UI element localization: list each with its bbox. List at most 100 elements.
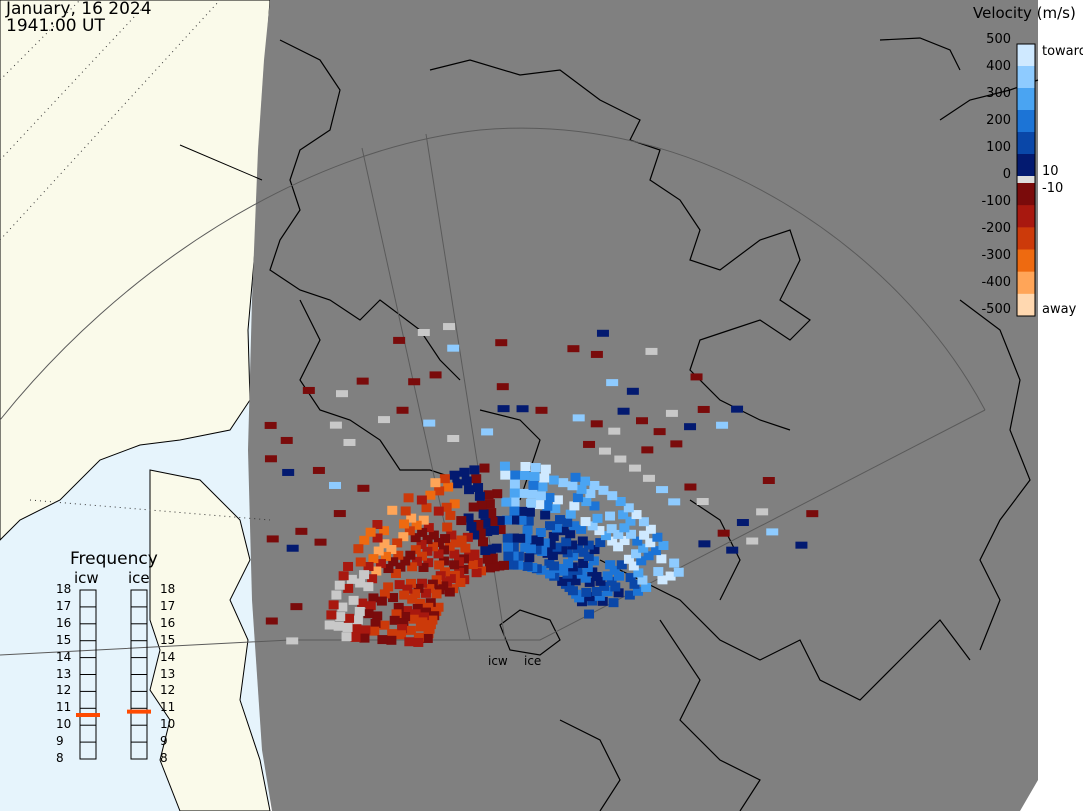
radar-cell	[636, 556, 647, 566]
radar-cell	[569, 521, 580, 531]
radar-cell	[533, 536, 544, 546]
radar-cell	[583, 551, 594, 561]
radar-cell	[387, 505, 398, 515]
toward-color-swatch	[1017, 154, 1035, 177]
radar-cell	[516, 515, 527, 525]
frequency-tick: 15	[160, 632, 176, 647]
radar-cell	[402, 584, 413, 594]
radar-cell	[528, 480, 539, 490]
frequency-tick: 13	[160, 666, 176, 681]
radar-cell	[356, 377, 369, 385]
radar-cell	[443, 482, 454, 492]
radar-cell	[548, 475, 559, 485]
radar-cell	[456, 535, 467, 545]
radar-cell	[383, 564, 394, 574]
radar-cell	[717, 529, 730, 537]
velocity-tick: 400	[986, 59, 1011, 74]
radar-cell	[589, 480, 600, 490]
radar-cell	[360, 625, 371, 635]
radar-cell	[355, 557, 366, 567]
radar-cell	[370, 618, 381, 628]
radar-cell	[544, 559, 555, 569]
radar-cell	[537, 547, 548, 557]
radar-velocity-cells	[264, 323, 819, 647]
radar-cell	[342, 622, 353, 632]
radar-cell	[554, 515, 565, 525]
time-label: 1941:00 UT	[6, 16, 105, 36]
radar-cell	[517, 506, 528, 516]
radar-cell	[518, 488, 529, 498]
radar-cell	[605, 511, 616, 521]
frequency-tick: 16	[160, 615, 176, 630]
frequency-tick: 9	[56, 734, 64, 749]
radar-cell	[637, 575, 648, 585]
radar-cell	[563, 559, 574, 569]
radar-cell	[380, 551, 391, 561]
radar-cell	[509, 515, 520, 525]
radar-cell	[497, 405, 510, 413]
radar-cell	[413, 583, 424, 593]
radar-cell	[473, 483, 484, 493]
radar-cell	[400, 612, 411, 622]
frequency-tick: 14	[160, 649, 176, 664]
radar-cell	[357, 484, 370, 492]
radar-cell	[613, 588, 624, 598]
radar-cell	[576, 484, 587, 494]
frequency-tick: 16	[56, 615, 72, 630]
radar-cell	[410, 545, 421, 555]
radar-cell	[580, 517, 591, 527]
radar-cell	[684, 483, 697, 491]
radar-cell	[372, 611, 383, 621]
radar-cell	[265, 617, 278, 625]
radar-cell	[458, 554, 469, 564]
radar-cell	[607, 491, 618, 501]
radar-cell	[580, 476, 591, 486]
radar-cell	[444, 541, 455, 551]
radar-cell	[464, 485, 475, 495]
radar-cell	[446, 530, 457, 540]
radar-cell	[393, 602, 404, 612]
radar-cell	[602, 571, 613, 581]
radar-cell	[351, 624, 362, 634]
radar-cell	[280, 436, 293, 444]
velocity-zero-band	[1017, 176, 1035, 183]
radar-cell	[264, 421, 277, 429]
radar-cell	[433, 549, 444, 559]
radar-cell	[534, 500, 545, 510]
radar-cell	[359, 535, 370, 545]
radar-cell	[736, 519, 749, 527]
radar-cell	[459, 467, 470, 477]
frequency-tick: 18	[160, 582, 176, 596]
radar-cell	[400, 506, 411, 516]
radar-cell	[583, 440, 596, 448]
radar-cell	[333, 621, 344, 631]
radar-cell	[619, 523, 630, 533]
radar-cell	[762, 477, 775, 485]
radar-cell	[542, 501, 553, 511]
radar-cell	[295, 527, 308, 535]
frequency-tick: 13	[56, 666, 72, 681]
radar-cell	[587, 521, 598, 531]
radar-cell	[589, 545, 600, 555]
radar-cell	[398, 519, 409, 529]
radar-cell	[377, 635, 388, 645]
radar-cell	[434, 486, 445, 496]
radar-cell	[594, 526, 605, 536]
radar-cell	[388, 593, 399, 603]
radar-cell	[478, 509, 489, 519]
radar-cell	[562, 548, 573, 558]
velocity-inner-tick-negative: -10	[1042, 181, 1064, 196]
radar-cell	[626, 529, 637, 539]
radar-cell	[588, 556, 599, 566]
radar-cell	[629, 464, 642, 472]
away-color-swatch	[1017, 271, 1035, 295]
radar-cell	[474, 491, 485, 501]
radar-cell	[567, 481, 578, 491]
radar-cell	[430, 478, 441, 488]
radar-cell	[440, 534, 451, 544]
radar-cell	[508, 542, 519, 552]
radar-cell	[590, 350, 603, 358]
radar-cell	[417, 527, 428, 537]
radar-cell	[583, 540, 594, 550]
radar-cell	[617, 407, 630, 415]
